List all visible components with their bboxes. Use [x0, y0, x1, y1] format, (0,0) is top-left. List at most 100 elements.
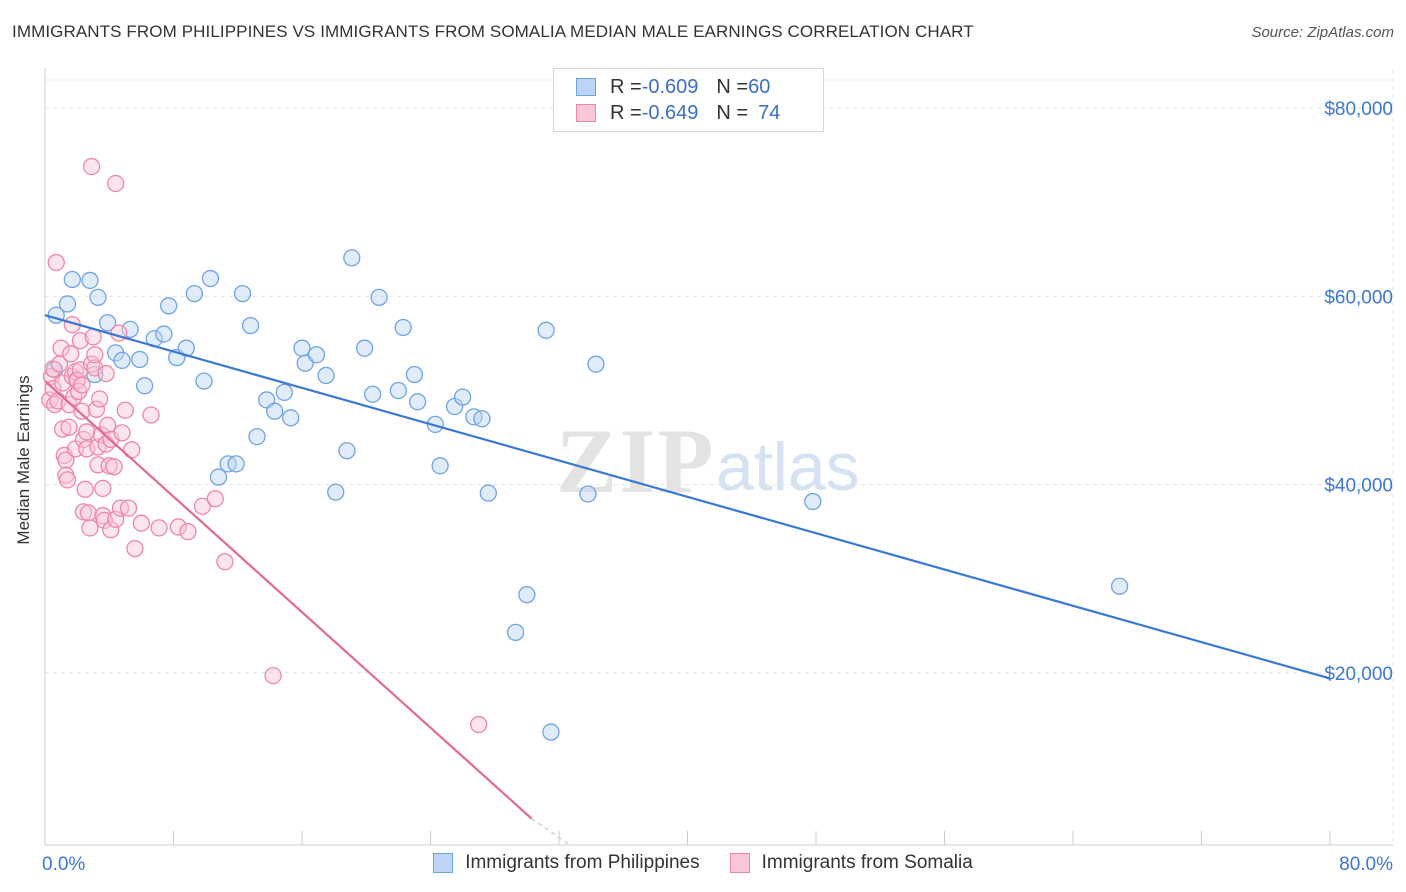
philippines-point: [587, 355, 605, 373]
philippines-point: [537, 321, 555, 339]
somalia-point: [102, 521, 120, 539]
somalia-point: [132, 514, 151, 532]
tick-labels: $20,000 $40,000 $60,000 $80,000 0.0% 80.0%: [42, 99, 1393, 875]
somalia-point: [52, 339, 70, 357]
philippines-point: [408, 393, 427, 411]
philippines-point: [58, 295, 77, 313]
philippines-point: [370, 288, 388, 307]
philippines-point: [266, 402, 284, 420]
series-legend-label: Immigrants from Philippines: [465, 852, 700, 873]
philippines-point: [121, 320, 139, 339]
philippines-point: [160, 297, 178, 315]
somalia-point: [54, 420, 72, 438]
legend-n-label: N =: [716, 75, 749, 98]
somalia-point: [119, 499, 138, 517]
philippines-point: [355, 339, 374, 357]
somalia-point: [94, 479, 112, 498]
philippines-point: [81, 271, 99, 290]
somalia-point: [71, 331, 89, 350]
legend-swatch-philippines: [576, 78, 596, 96]
philippines-point: [343, 249, 361, 267]
somalia-point: [73, 402, 91, 420]
philippines-point: [327, 483, 345, 501]
somalia-point: [193, 497, 212, 515]
philippines-point: [518, 586, 536, 604]
somalia-point: [62, 345, 80, 363]
philippines-point: [394, 318, 412, 337]
philippines-point: [227, 455, 245, 473]
series-swatch-philippines: [433, 853, 454, 873]
somalia-point: [58, 471, 77, 489]
legend-r-value: -0.609: [641, 75, 699, 98]
y-tick-label: $20,000: [1324, 664, 1393, 685]
watermark-zip: ZIP: [556, 410, 715, 512]
somalia-point: [86, 346, 104, 364]
data-points: [41, 157, 1129, 741]
somalia-point: [76, 480, 94, 498]
philippines-point: [405, 365, 424, 384]
somalia-point: [206, 490, 224, 508]
philippines-point: [317, 366, 335, 385]
philippines-point: [307, 346, 326, 364]
somalia-point: [54, 374, 72, 392]
series-swatch-somalia: [729, 853, 750, 873]
philippines-point: [131, 350, 149, 369]
philippines-point: [155, 325, 173, 343]
somalia-point: [78, 423, 96, 441]
philippines-point: [201, 269, 220, 288]
philippines-point: [542, 723, 560, 741]
philippines-point: [479, 484, 497, 502]
somalia-point: [87, 400, 106, 418]
somalia-point: [116, 401, 134, 419]
legend-row-somalia: R = -0.649 N = 74: [576, 101, 780, 125]
philippines-point: [431, 457, 449, 475]
somalia-point: [47, 253, 65, 272]
y-tick-label: $80,000: [1324, 99, 1393, 120]
series-legend-item-somalia[interactable]: Immigrants from Somalia: [729, 852, 973, 874]
somalia-point: [264, 666, 282, 685]
philippines-point: [113, 351, 131, 370]
philippines-point: [209, 468, 228, 486]
x-tick-label: 0.0%: [42, 854, 85, 875]
philippines-point: [804, 492, 822, 511]
philippines-point: [185, 284, 204, 303]
philippines-point: [453, 388, 472, 406]
philippines-point: [135, 377, 154, 395]
somalia-point: [73, 376, 91, 394]
somalia-point: [126, 539, 144, 558]
philippines-point: [473, 410, 491, 428]
chart-title: IMMIGRANTS FROM PHILIPPINES VS IMMIGRANT…: [12, 22, 974, 41]
philippines-point: [248, 427, 266, 446]
watermark: ZIP atlas: [556, 410, 860, 512]
axes: [44, 68, 1393, 846]
somalia-trend-line: [44, 380, 533, 820]
philippines-point: [389, 381, 408, 400]
somalia-point: [97, 364, 115, 383]
philippines-point: [195, 372, 213, 390]
philippines-point: [89, 288, 107, 307]
philippines-point: [275, 383, 293, 402]
somalia-point: [107, 174, 125, 193]
series-legend-item-philippines[interactable]: Immigrants from Philippines: [433, 852, 700, 874]
series-legend-label: Immigrants from Somalia: [761, 852, 973, 873]
y-tick-label: $60,000: [1324, 287, 1393, 308]
somalia-point: [169, 518, 187, 536]
watermark-atlas: atlas: [716, 429, 860, 505]
philippines-point: [338, 442, 356, 460]
legend-n-label: N =: [716, 101, 749, 124]
philippines-point: [506, 623, 525, 641]
philippines-trend-line: [44, 314, 1331, 680]
gridlines: [45, 70, 1394, 845]
somalia-point: [179, 523, 197, 541]
correlation-legend: R = -0.609 N = 60 R = -0.649 N = 74: [553, 68, 824, 132]
philippines-point: [293, 339, 311, 357]
somalia-point: [60, 418, 78, 436]
philippines-point: [63, 270, 81, 289]
somalia-point: [113, 424, 131, 442]
somalia-point: [216, 553, 234, 571]
somalia-trend-extension: [531, 818, 570, 845]
series-legend: Immigrants from Philippines Immigrants f…: [0, 852, 1406, 874]
somalia-point: [470, 715, 488, 734]
trend-lines: [44, 314, 1331, 845]
